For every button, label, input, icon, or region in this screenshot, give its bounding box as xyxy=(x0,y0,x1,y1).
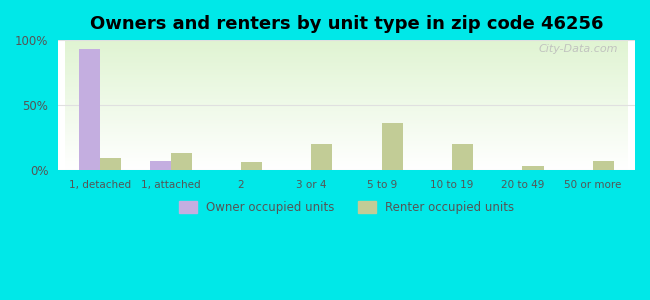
Bar xyxy=(100,158,122,170)
Bar xyxy=(452,144,473,170)
Bar xyxy=(523,166,543,170)
Bar xyxy=(150,161,171,170)
Bar xyxy=(311,144,333,170)
Title: Owners and renters by unit type in zip code 46256: Owners and renters by unit type in zip c… xyxy=(90,15,603,33)
Bar xyxy=(79,49,100,170)
Legend: Owner occupied units, Renter occupied units: Owner occupied units, Renter occupied un… xyxy=(174,196,519,218)
Bar xyxy=(241,162,262,170)
Bar xyxy=(171,153,192,170)
Bar xyxy=(382,123,403,170)
Text: City-Data.com: City-Data.com xyxy=(538,44,617,54)
Bar xyxy=(593,161,614,170)
